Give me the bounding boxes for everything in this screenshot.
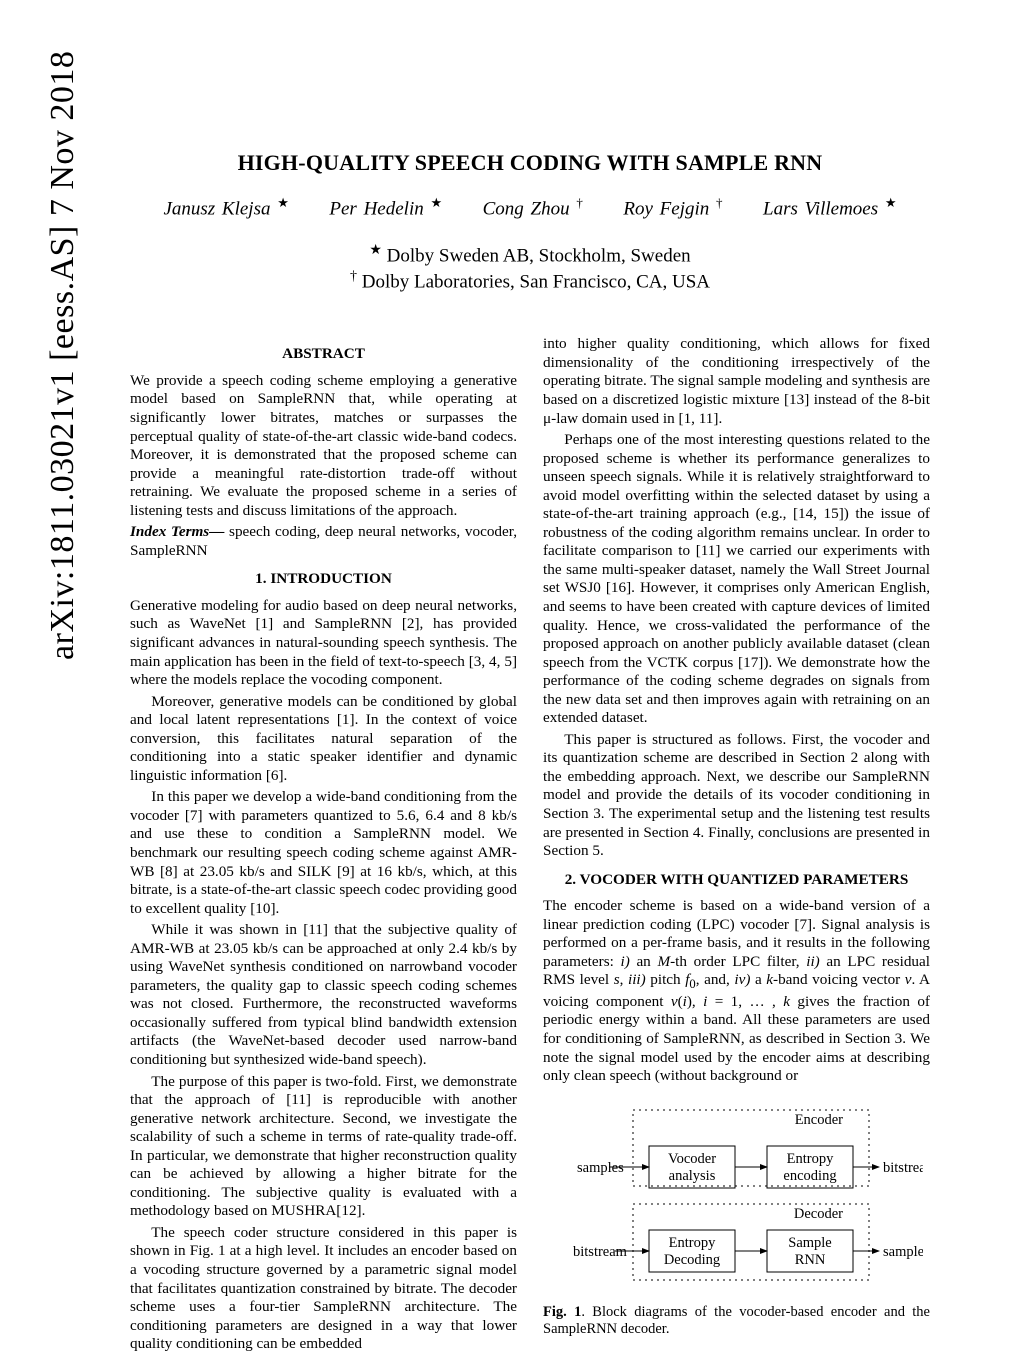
- svg-text:Encoder: Encoder: [795, 1112, 843, 1128]
- figure-1-caption: Fig. 1. Block diagrams of the vocoder-ba…: [543, 1304, 930, 1339]
- intro-paragraph: In this paper we develop a wide-band con…: [130, 788, 517, 918]
- paper-page: arXiv:1811.03021v1 [eess.AS] 7 Nov 2018 …: [0, 0, 1020, 1320]
- svg-text:samples: samples: [883, 1244, 923, 1260]
- text-run: , and,: [696, 971, 735, 988]
- text-run: an: [630, 953, 658, 970]
- intro-paragraph: The speech coder structure considered in…: [130, 1224, 517, 1354]
- arxiv-id: arXiv:1811.03021v1 [eess.AS] 7 Nov 2018: [42, 51, 83, 660]
- svg-text:analysis: analysis: [669, 1168, 716, 1184]
- section-1-heading: 1. INTRODUCTION: [130, 570, 517, 589]
- svg-text:bitstream: bitstream: [883, 1160, 923, 1176]
- index-terms: Index Terms— speech coding, deep neural …: [130, 523, 517, 560]
- author-list: Janusz Klejsa ★ Per Hedelin ★ Cong Zhou …: [130, 195, 930, 221]
- intro-paragraph: Moreover, generative models can be condi…: [130, 693, 517, 786]
- svg-text:RNN: RNN: [795, 1252, 826, 1268]
- col2-paragraph: into higher quality conditioning, which …: [543, 335, 930, 428]
- text-run: -th order LPC filter,: [670, 953, 806, 970]
- affiliation-1: Dolby Sweden AB, Stockholm, Sweden: [387, 246, 691, 267]
- svg-text:Entropy: Entropy: [787, 1151, 834, 1167]
- svg-text:encoding: encoding: [783, 1168, 836, 1184]
- col2-paragraph: Perhaps one of the most interesting ques…: [543, 431, 930, 728]
- intro-paragraph: Generative modeling for audio based on d…: [130, 597, 517, 690]
- intro-paragraph: The purpose of this paper is two-fold. F…: [130, 1073, 517, 1221]
- section-2-heading: 2. VOCODER WITH QUANTIZED PARAMETERS: [543, 871, 930, 890]
- svg-text:Entropy: Entropy: [669, 1235, 716, 1251]
- svg-text:Sample: Sample: [788, 1235, 832, 1251]
- svg-text:Decoder: Decoder: [794, 1206, 843, 1222]
- sec2-paragraph: The encoder scheme is based on a wide-ba…: [543, 897, 930, 1085]
- text-run: -band voicing vector: [773, 971, 905, 988]
- index-terms-label: Index Terms—: [130, 523, 224, 540]
- col2-paragraph: This paper is structured as follows. Fir…: [543, 731, 930, 861]
- figure-1: EncoderVocoderanalysisEntropyencodingsam…: [543, 1104, 930, 1339]
- intro-paragraph: While it was shown in [11] that the subj…: [130, 921, 517, 1069]
- figure-caption-text: . Block diagrams of the vocoder-based en…: [543, 1304, 930, 1338]
- figure-1-diagram: EncoderVocoderanalysisEntropyencodingsam…: [543, 1104, 923, 1294]
- text-run: a: [750, 971, 766, 988]
- svg-text:Vocoder: Vocoder: [668, 1151, 716, 1167]
- svg-text:bitstream: bitstream: [573, 1244, 628, 1260]
- abstract-heading: ABSTRACT: [130, 345, 517, 364]
- affiliation-2: Dolby Laboratories, San Francisco, CA, U…: [362, 271, 710, 292]
- affiliations: ★ Dolby Sweden AB, Stockholm, Sweden † D…: [130, 242, 930, 293]
- svg-text:Decoding: Decoding: [664, 1252, 720, 1268]
- two-column-body: ABSTRACT We provide a speech coding sche…: [130, 335, 930, 1353]
- figure-label: Fig. 1: [543, 1304, 581, 1320]
- text-run: pitch: [646, 971, 685, 988]
- svg-text:samples: samples: [577, 1160, 624, 1176]
- abstract-text: We provide a speech coding scheme employ…: [130, 372, 517, 520]
- paper-title: HIGH-QUALITY SPEECH CODING WITH SAMPLE R…: [130, 150, 930, 177]
